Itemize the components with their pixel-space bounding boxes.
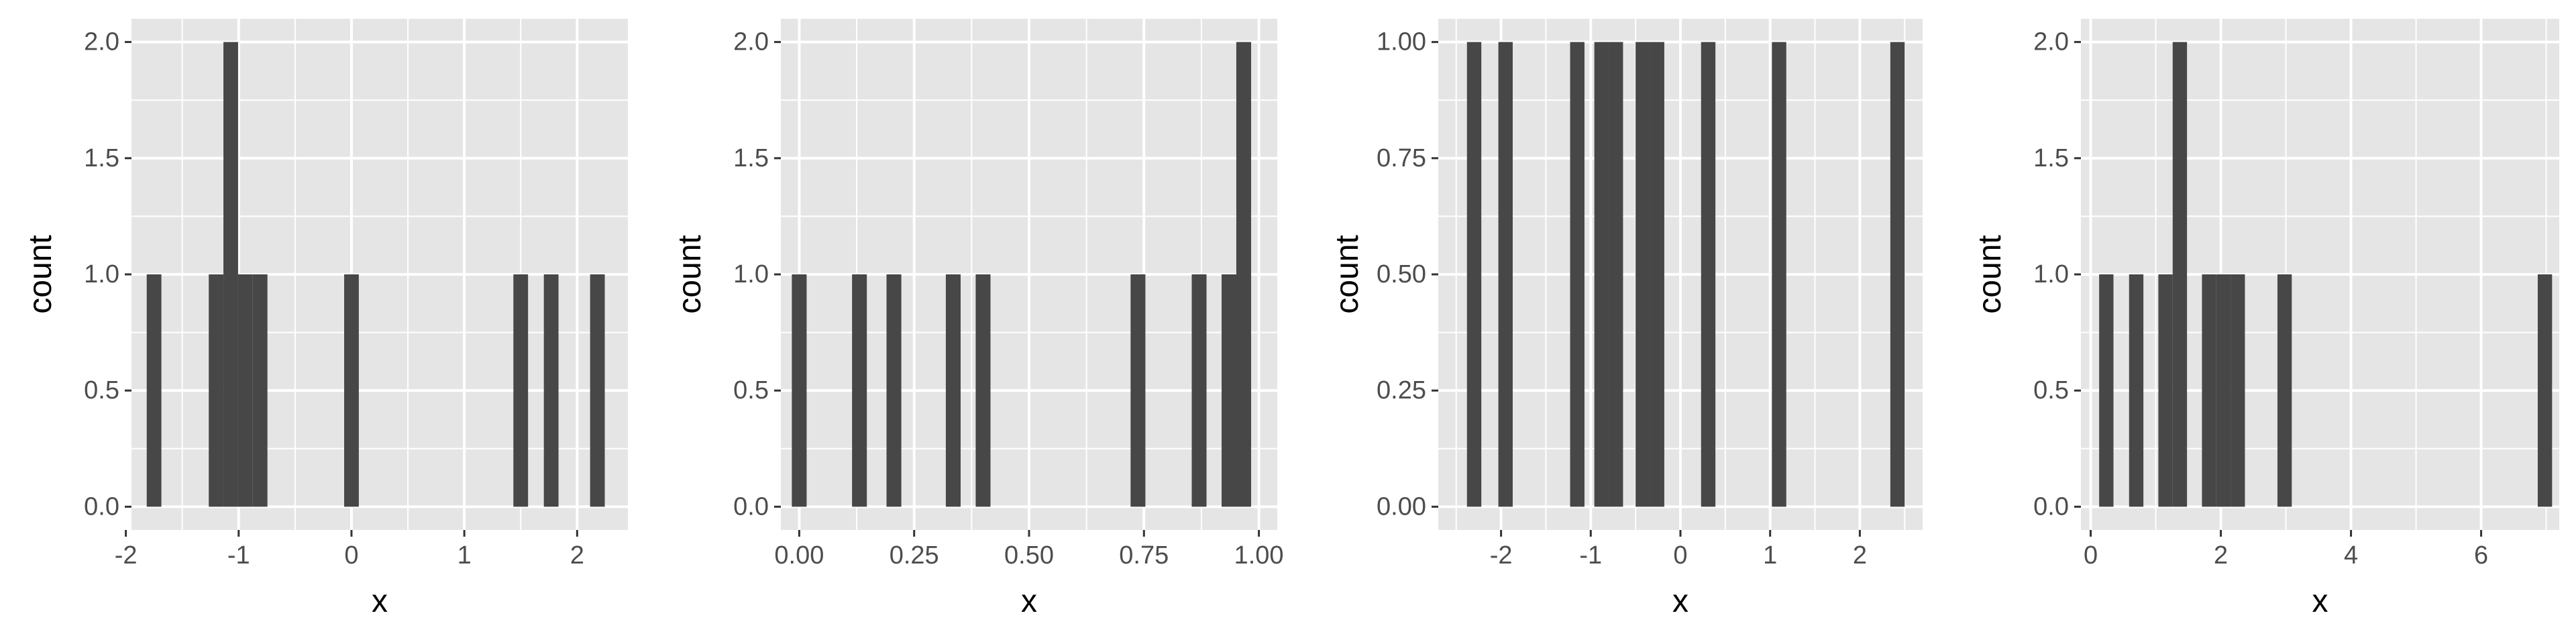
chart-4-y-axis-title: count bbox=[1972, 235, 2008, 313]
chart-2-bar-2 bbox=[886, 274, 902, 507]
chart-1-x-axis-title: x bbox=[372, 584, 388, 619]
chart-3-bar-3 bbox=[1594, 42, 1609, 507]
chart-3-x-tick-label-0: -2 bbox=[1490, 541, 1513, 570]
chart-4-x-tick-label-3: 6 bbox=[2474, 541, 2488, 570]
chart-2-bar-8 bbox=[1236, 42, 1252, 507]
chart-1-y-axis-title: count bbox=[23, 235, 58, 313]
chart-4-bar-4 bbox=[2202, 274, 2216, 507]
chart-2-x-tick-label-3: 0.75 bbox=[1119, 541, 1169, 570]
chart-3-bar-0 bbox=[1466, 42, 1482, 507]
chart-3-x-tick-label-2: 0 bbox=[1673, 541, 1687, 570]
chart-4-bar-3 bbox=[2172, 42, 2188, 507]
chart-3-y-axis-title: count bbox=[1330, 235, 1365, 313]
chart-1-bar-7 bbox=[543, 274, 559, 507]
chart-3-bar-1 bbox=[1498, 42, 1513, 507]
chart-3-bar-7 bbox=[1701, 42, 1716, 507]
chart-1-bar-2 bbox=[223, 42, 238, 507]
chart-2-y-tick-label-1: 0.5 bbox=[733, 376, 769, 405]
chart-1-bar-4 bbox=[252, 274, 268, 507]
chart-2-y-tick-label-0: 0.0 bbox=[733, 492, 769, 521]
chart-2-bar-6 bbox=[1191, 274, 1207, 507]
chart-1-x-tick-label-4: 2 bbox=[570, 541, 584, 570]
chart-3-bar-4 bbox=[1609, 42, 1623, 507]
chart-3-y-tick-label-3: 0.75 bbox=[1377, 144, 1426, 172]
chart-4-bar-2 bbox=[2158, 274, 2173, 507]
chart-3: 0.00 0.25 0.50 0.75 1.00 -2 -1 0 1 2 x count bbox=[1330, 19, 1923, 619]
chart-4-y-tick-label-4: 2.0 bbox=[2033, 28, 2069, 56]
chart-3-x-tick-label-3: 1 bbox=[1763, 541, 1777, 570]
chart-2-x-tick-label-0: 0.00 bbox=[774, 541, 824, 570]
chart-1-y-tick-label-4: 2.0 bbox=[84, 28, 119, 56]
chart-4-bar-7 bbox=[2277, 274, 2292, 507]
chart-3-x-tick-label-1: -1 bbox=[1579, 541, 1602, 570]
chart-4-bar-6 bbox=[2231, 274, 2245, 507]
chart-4-bar-1 bbox=[2129, 274, 2144, 507]
chart-1-x-tick-label-0: -2 bbox=[115, 541, 138, 570]
chart-2-bar-4 bbox=[975, 274, 991, 507]
chart-4-y-tick-label-3: 1.5 bbox=[2033, 144, 2069, 172]
chart-1-y-tick-label-1: 0.5 bbox=[84, 376, 119, 405]
chart-3-bar-6 bbox=[1650, 42, 1664, 507]
chart-3-bar-2 bbox=[1570, 42, 1585, 507]
chart-4-x-tick-label-1: 2 bbox=[2214, 541, 2228, 570]
chart-2-x-tick-label-1: 0.25 bbox=[890, 541, 939, 570]
chart-3-bar-8 bbox=[1772, 42, 1786, 507]
chart-4-y-tick-label-1: 0.5 bbox=[2033, 376, 2069, 405]
chart-1-y-tick-label-2: 1.0 bbox=[84, 260, 119, 288]
chart-3-bar-9 bbox=[1890, 42, 1905, 507]
chart-2-y-axis-title: count bbox=[672, 235, 708, 313]
chart-3-y-tick-label-1: 0.25 bbox=[1377, 376, 1426, 405]
chart-2-x-tick-label-2: 0.50 bbox=[1004, 541, 1054, 570]
chart-3-x-tick-label-4: 2 bbox=[1853, 541, 1867, 570]
chart-1-bar-6 bbox=[513, 274, 529, 507]
chart-2-x-axis-title: x bbox=[1021, 584, 1037, 619]
chart-1-x-tick-label-2: 0 bbox=[344, 541, 358, 570]
chart-1-y-tick-label-3: 1.5 bbox=[84, 144, 119, 172]
chart-3-y-tick-label-4: 1.00 bbox=[1377, 28, 1426, 56]
chart-2: 0.0 0.5 1.0 1.5 2.0 0.00 0.25 0.50 0.75 1.00 x coun… bbox=[672, 19, 1284, 619]
chart-2-bar-7 bbox=[1222, 274, 1237, 507]
chart-4-bar-0 bbox=[2099, 274, 2114, 507]
chart-1-x-tick-label-3: 1 bbox=[458, 541, 472, 570]
chart-1: 0.0 0.5 1.0 1.5 2.0 -2 -1 0 1 2 x count bbox=[23, 19, 628, 619]
chart-2-bar-5 bbox=[1130, 274, 1146, 507]
chart-2-bar-1 bbox=[852, 274, 867, 507]
chart-1-bar-3 bbox=[237, 274, 253, 507]
chart-3-x-axis-title: x bbox=[1672, 584, 1688, 619]
chart-4-bar-5 bbox=[2216, 274, 2231, 507]
chart-4-y-tick-label-2: 1.0 bbox=[2033, 260, 2069, 288]
chart-1-bar-8 bbox=[590, 274, 605, 507]
chart-4: 0.0 0.5 1.0 1.5 2.0 0 2 4 6 x count bbox=[1972, 19, 2559, 619]
chart-1-bar-0 bbox=[146, 274, 162, 507]
chart-2-bar-3 bbox=[945, 274, 961, 507]
chart-1-bar-5 bbox=[344, 274, 359, 507]
chart-2-y-tick-label-3: 1.5 bbox=[733, 144, 769, 172]
chart-4-bar-8 bbox=[2537, 274, 2553, 507]
chart-1-x-tick-label-1: -1 bbox=[227, 541, 250, 570]
chart-4-y-tick-label-0: 0.0 bbox=[2033, 492, 2069, 521]
chart-2-y-tick-label-4: 2.0 bbox=[733, 28, 769, 56]
chart-4-x-axis-title: x bbox=[2312, 584, 2328, 619]
chart-3-y-tick-label-2: 0.50 bbox=[1377, 260, 1426, 288]
chart-3-y-tick-label-0: 0.00 bbox=[1377, 492, 1426, 521]
chart-2-y-tick-label-2: 1.0 bbox=[733, 260, 769, 288]
chart-3-bar-5 bbox=[1635, 42, 1650, 507]
chart-4-x-tick-label-2: 4 bbox=[2344, 541, 2358, 570]
chart-2-x-tick-label-4: 1.00 bbox=[1234, 541, 1284, 570]
chart-1-bar-1 bbox=[209, 274, 224, 507]
chart-2-bar-0 bbox=[792, 274, 807, 507]
chart-1-y-tick-label-0: 0.0 bbox=[84, 492, 119, 521]
chart-4-x-tick-label-0: 0 bbox=[2084, 541, 2098, 570]
